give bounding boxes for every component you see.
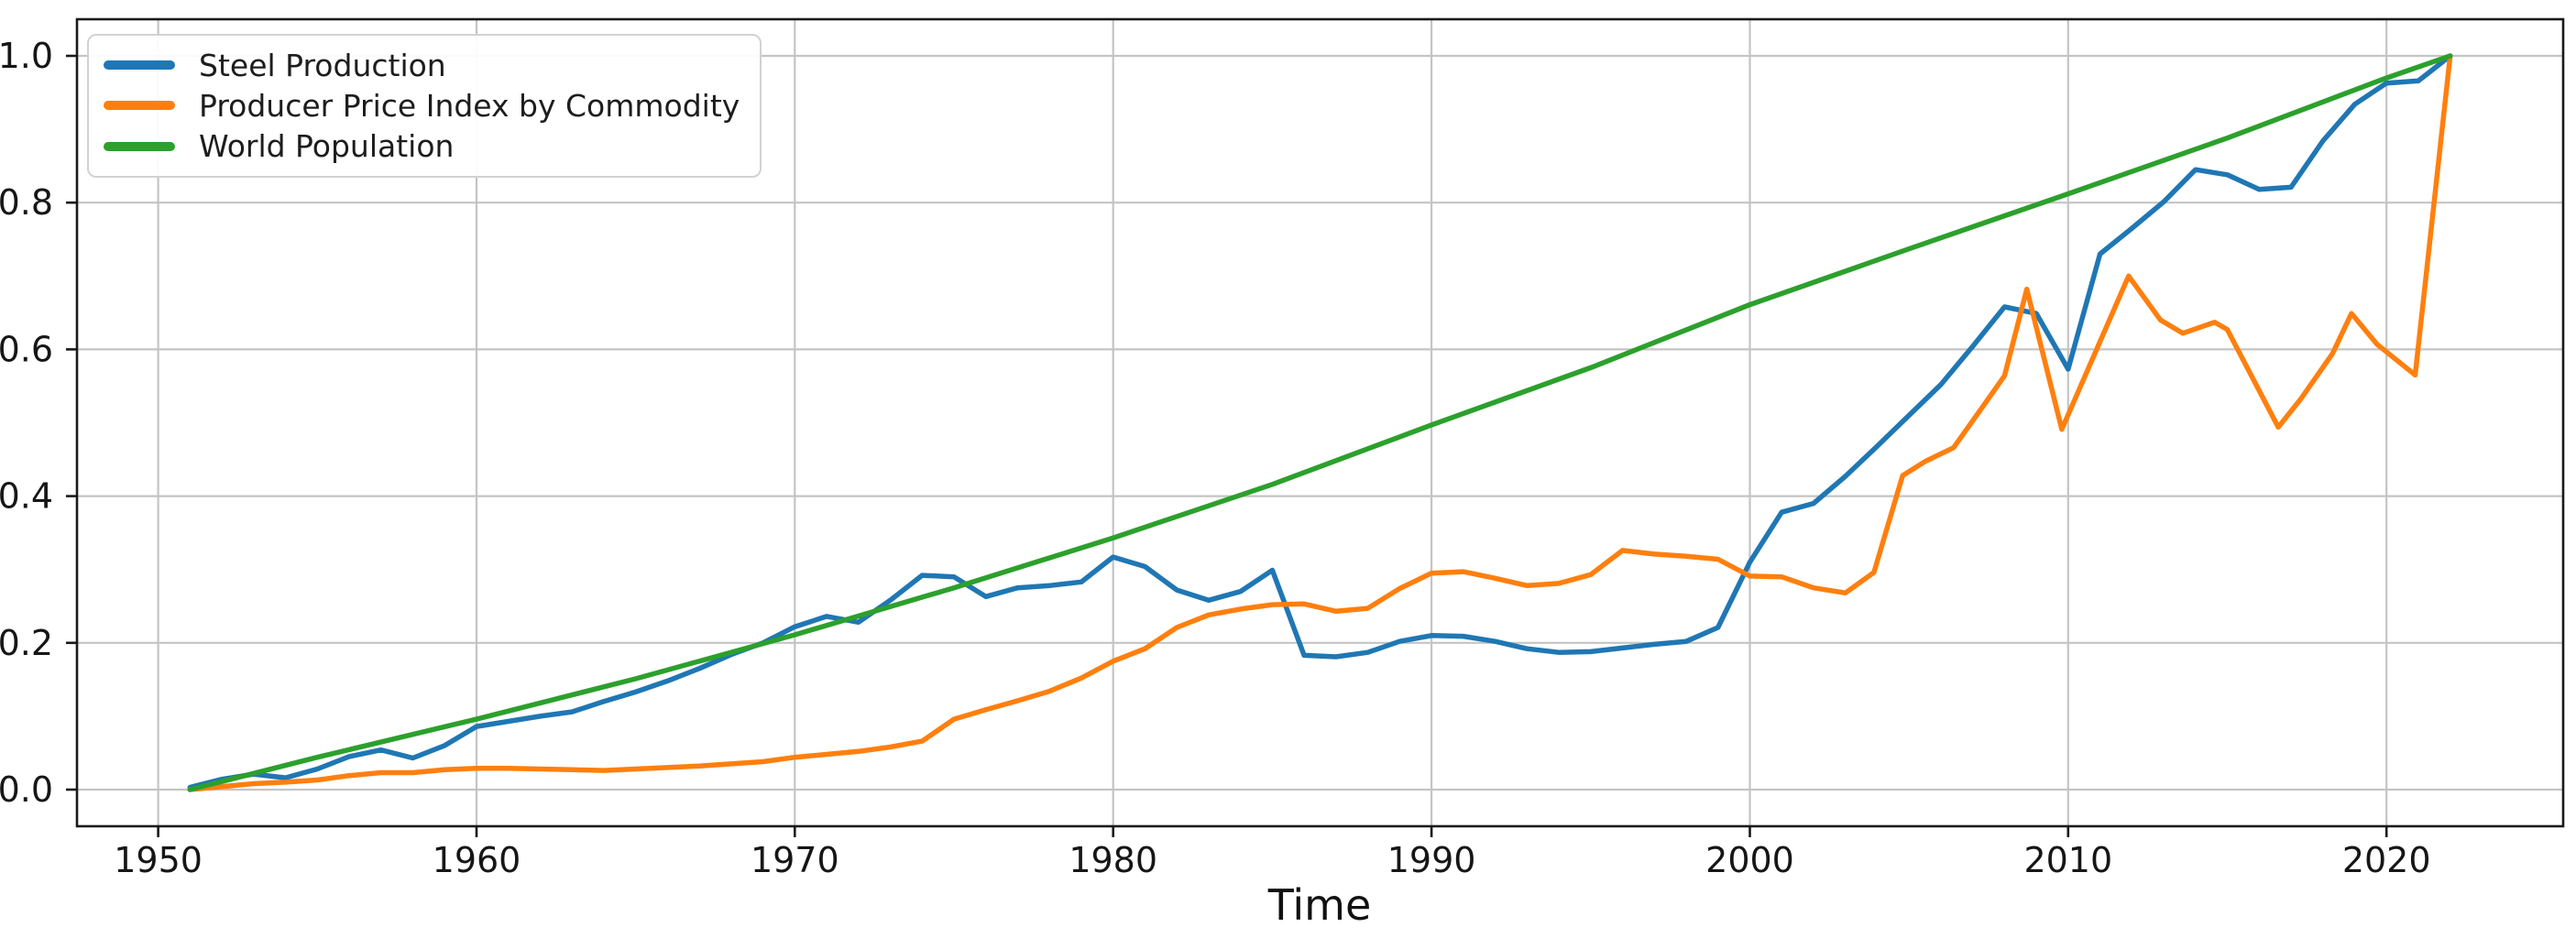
y-tick-label: 0.2 — [0, 623, 53, 663]
axis-ticks — [66, 54, 2388, 837]
legend-label: Steel Production — [199, 47, 446, 83]
x-axis-title: Time — [1267, 880, 1372, 930]
series-line-world-population — [187, 53, 2453, 792]
legend-swatch-world-population-icon — [104, 141, 175, 151]
legend-item-producer-price-index: Producer Price Index by Commodity — [104, 91, 740, 121]
y-tick-label: 0.4 — [0, 476, 53, 517]
y-tick-label: 0.6 — [0, 329, 53, 369]
plot-border — [75, 17, 2565, 828]
plot-series — [187, 53, 2453, 792]
x-tick-label: 2000 — [1705, 840, 1794, 880]
series-line-producer-price-index — [187, 53, 2453, 792]
axis-tick-labels: 1950 1960 1970 1980 1990 2000 2010 2020 0.0 0.2 0.… — [0, 36, 2431, 880]
legend: Steel Production Producer Price Index by… — [87, 34, 762, 178]
x-tick-label: 1980 — [1069, 840, 1157, 880]
legend-label: World Population — [199, 128, 455, 165]
legend-item-world-population: World Population — [104, 131, 740, 161]
x-tick-label: 1970 — [751, 840, 839, 880]
legend-swatch-producer-price-index-icon — [104, 101, 175, 111]
x-tick-label: 1960 — [433, 840, 521, 880]
x-tick-label: 1990 — [1387, 840, 1476, 880]
y-tick-label: 0.8 — [0, 182, 53, 223]
legend-label: Producer Price Index by Commodity — [199, 87, 740, 124]
y-tick-label: 1.0 — [0, 36, 53, 76]
legend-swatch-steel-production-icon — [104, 60, 175, 71]
series-line-steel-production — [187, 53, 2453, 791]
x-tick-label: 1950 — [114, 840, 203, 880]
x-tick-label: 2010 — [2023, 840, 2112, 880]
legend-item-steel-production: Steel Production — [104, 50, 740, 81]
x-tick-label: 2020 — [2342, 840, 2431, 880]
y-tick-label: 0.0 — [0, 769, 53, 810]
